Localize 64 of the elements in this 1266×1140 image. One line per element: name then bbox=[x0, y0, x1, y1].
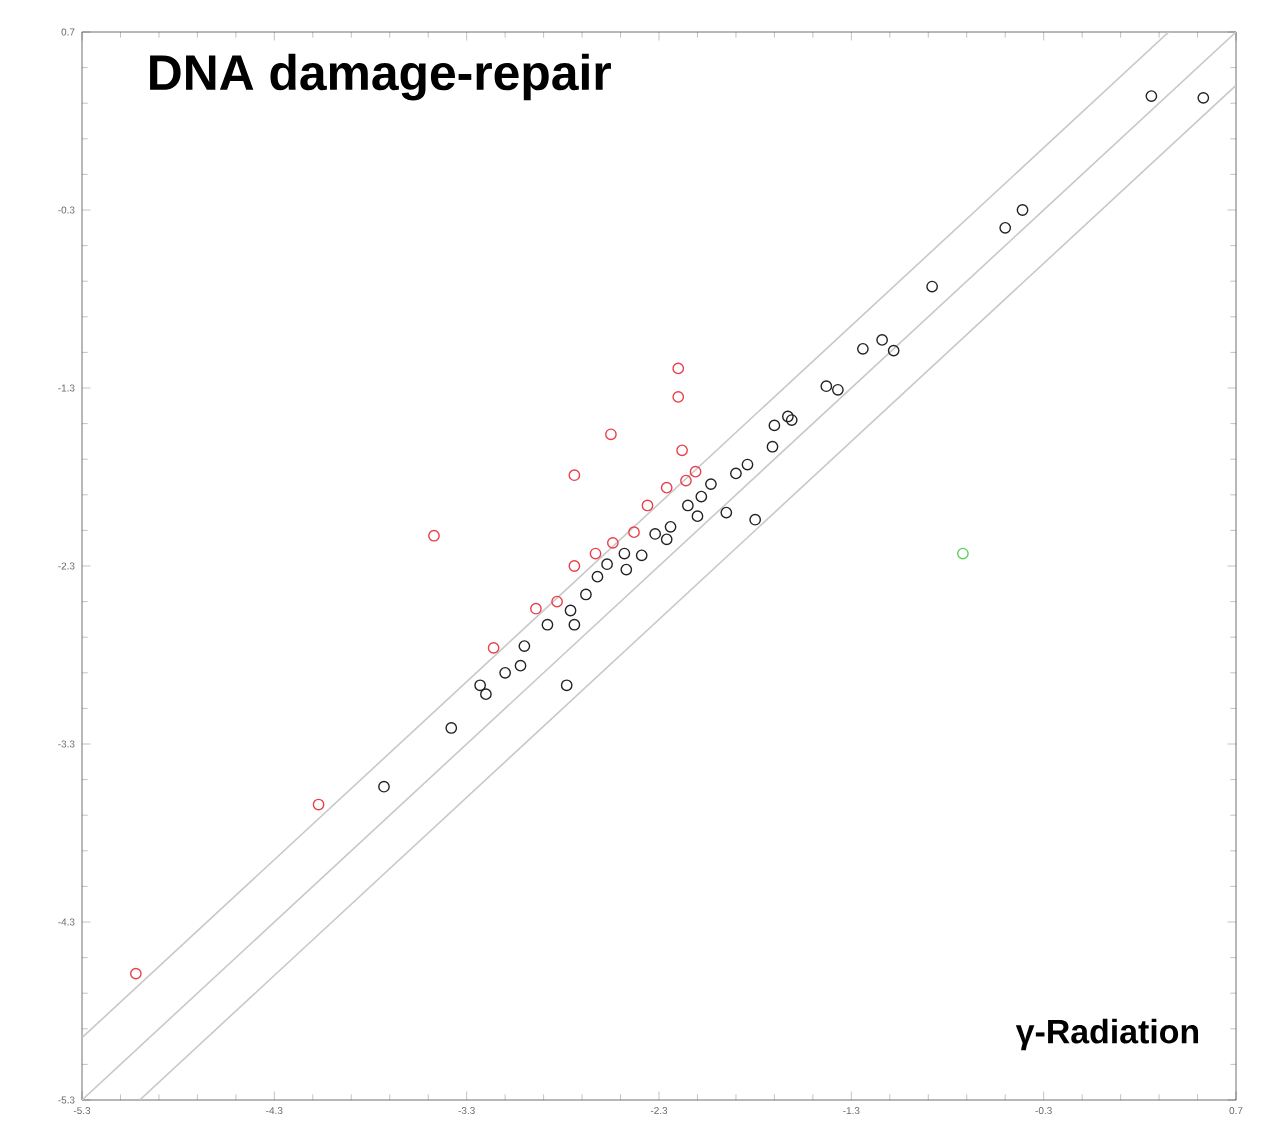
point bbox=[589, 547, 602, 560]
point bbox=[628, 526, 640, 539]
point bbox=[580, 588, 592, 601]
point bbox=[564, 604, 577, 617]
point bbox=[749, 513, 762, 526]
point bbox=[560, 679, 573, 692]
point bbox=[618, 547, 631, 560]
point bbox=[680, 474, 692, 487]
point bbox=[676, 444, 688, 457]
point bbox=[691, 510, 704, 523]
point bbox=[499, 666, 512, 679]
point bbox=[601, 558, 613, 571]
point bbox=[635, 549, 648, 562]
point bbox=[768, 419, 781, 432]
point bbox=[926, 280, 938, 293]
point bbox=[129, 967, 142, 980]
point bbox=[541, 618, 554, 631]
point bbox=[689, 465, 702, 478]
point bbox=[474, 679, 487, 692]
point bbox=[695, 490, 708, 503]
point bbox=[568, 618, 581, 631]
point bbox=[605, 428, 617, 441]
point bbox=[378, 780, 390, 793]
point bbox=[480, 688, 492, 701]
point bbox=[672, 362, 685, 375]
point bbox=[568, 560, 581, 572]
point bbox=[681, 499, 694, 512]
point bbox=[876, 334, 888, 346]
point bbox=[999, 221, 1012, 234]
point bbox=[1197, 91, 1210, 104]
point bbox=[428, 529, 440, 542]
point bbox=[887, 344, 900, 357]
point bbox=[705, 478, 717, 490]
point bbox=[551, 595, 563, 608]
point bbox=[445, 722, 458, 734]
point bbox=[741, 458, 754, 471]
point bbox=[857, 342, 869, 355]
point bbox=[766, 440, 779, 453]
point bbox=[781, 410, 794, 423]
point bbox=[660, 481, 673, 494]
point bbox=[514, 659, 527, 672]
point bbox=[641, 499, 654, 512]
point bbox=[832, 383, 844, 396]
point bbox=[620, 563, 633, 576]
point bbox=[664, 520, 677, 533]
point bbox=[672, 391, 685, 403]
point bbox=[487, 642, 500, 654]
point bbox=[957, 547, 969, 560]
point bbox=[649, 528, 662, 540]
point bbox=[591, 570, 604, 583]
annotation: γ-Radiation bbox=[1015, 1018, 1199, 1051]
point bbox=[1016, 204, 1029, 216]
chart-title: DNA damage-repair bbox=[150, 53, 611, 101]
point bbox=[720, 506, 733, 519]
point bbox=[606, 536, 619, 549]
point bbox=[785, 414, 798, 426]
point bbox=[1145, 90, 1158, 102]
point bbox=[730, 467, 742, 480]
point bbox=[660, 533, 673, 546]
point bbox=[568, 469, 581, 482]
point bbox=[312, 798, 325, 811]
point bbox=[530, 602, 542, 615]
point bbox=[518, 640, 531, 652]
point bbox=[820, 380, 833, 393]
